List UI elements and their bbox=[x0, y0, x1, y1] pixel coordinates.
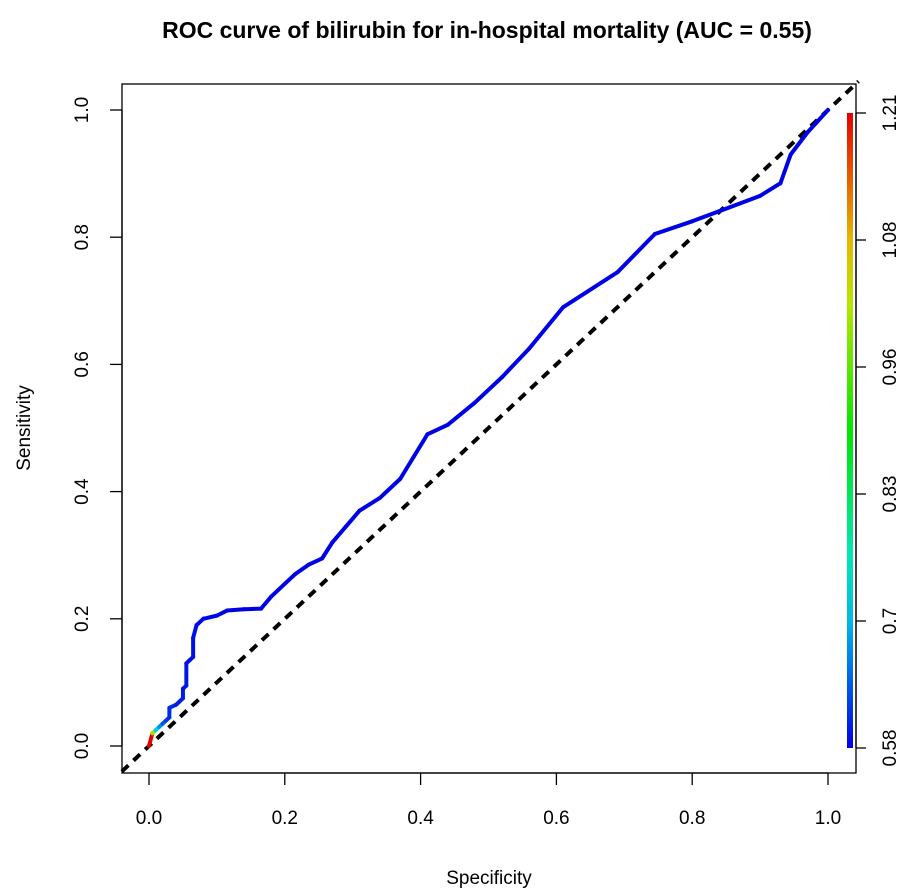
reference-diagonal bbox=[120, 79, 860, 773]
roc-segment bbox=[343, 508, 362, 529]
roc-segment bbox=[652, 219, 695, 237]
x-tick-label: 0.8 bbox=[679, 808, 705, 829]
roc-segment bbox=[357, 495, 382, 513]
colorbar-tick-label: 0.7 bbox=[880, 608, 901, 634]
roc-segment bbox=[269, 581, 287, 599]
y-tick-label: 0.6 bbox=[72, 351, 93, 377]
roc-segment bbox=[445, 400, 477, 427]
roc-segment bbox=[201, 613, 219, 621]
y-tick-label: 0.2 bbox=[72, 606, 93, 632]
roc-segment bbox=[758, 181, 783, 198]
roc-segment bbox=[527, 305, 566, 351]
roc-segment bbox=[282, 572, 297, 586]
roc-segment bbox=[500, 346, 532, 380]
roc-segment bbox=[306, 556, 325, 567]
colorbar-tick-label: 0.96 bbox=[880, 349, 901, 386]
roc-segment bbox=[690, 206, 729, 224]
roc-segment bbox=[259, 594, 274, 611]
y-tick-label: 1.0 bbox=[72, 97, 93, 123]
roc-segment bbox=[398, 454, 416, 481]
x-tick-label: 0.4 bbox=[407, 808, 434, 829]
roc-segment bbox=[377, 476, 403, 500]
x-tick-label: 0.6 bbox=[543, 808, 569, 829]
y-tick-label: 0.0 bbox=[72, 733, 93, 759]
colorbar-bar bbox=[847, 113, 853, 748]
x-tick-label: 1.0 bbox=[815, 808, 841, 829]
y-axis: 0.0 0.2 0.4 0.6 0.8 1.0 bbox=[72, 97, 123, 759]
colorbar-tick-label: 1.21 bbox=[880, 95, 901, 132]
roc-segment bbox=[425, 422, 450, 437]
roc-segment bbox=[330, 524, 348, 545]
threshold-colorbar: 0.58 0.7 0.83 0.96 1.08 1.21 bbox=[847, 95, 901, 767]
roc-curve bbox=[147, 108, 830, 748]
roc-segment bbox=[292, 562, 311, 577]
colorbar-tick-label: 0.58 bbox=[880, 730, 901, 767]
x-tick-label: 0.0 bbox=[136, 808, 162, 829]
roc-segment bbox=[411, 432, 430, 459]
roc-segment bbox=[561, 270, 620, 310]
roc-segment bbox=[788, 130, 810, 157]
roc-segment bbox=[805, 108, 830, 135]
roc-segment bbox=[320, 540, 335, 561]
roc-segment bbox=[191, 623, 199, 640]
colorbar-tick-label: 0.83 bbox=[880, 476, 901, 513]
roc-segment bbox=[472, 375, 505, 405]
x-axis: 0.0 0.2 0.4 0.6 0.8 1.0 bbox=[136, 772, 841, 829]
y-axis-label: Sensitivity bbox=[14, 385, 35, 471]
x-axis-label: Specificity bbox=[446, 868, 532, 889]
roc-segment bbox=[724, 193, 763, 211]
roc-segment bbox=[147, 731, 155, 748]
x-tick-label: 0.2 bbox=[272, 808, 298, 829]
colorbar-tick-label: 1.08 bbox=[880, 222, 901, 259]
roc-segment bbox=[242, 606, 264, 612]
roc-segment bbox=[615, 232, 657, 275]
roc-segment bbox=[778, 152, 793, 186]
y-tick-label: 0.8 bbox=[72, 224, 93, 250]
roc-segment bbox=[225, 607, 247, 613]
reference-line bbox=[120, 79, 860, 773]
chart-title: ROC curve of bilirubin for in-hospital m… bbox=[162, 17, 812, 43]
y-tick-label: 0.4 bbox=[72, 478, 93, 505]
